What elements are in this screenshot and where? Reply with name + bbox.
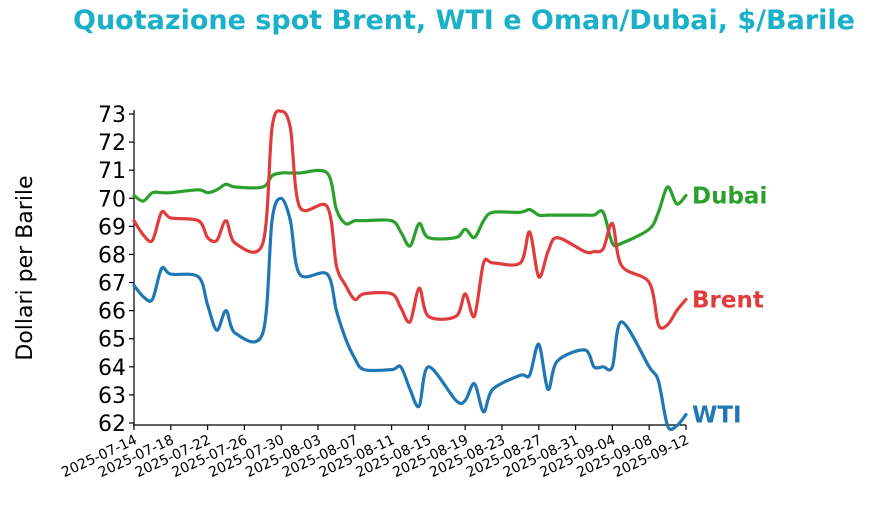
series-label-dubai: Dubai — [692, 183, 767, 209]
y-tick-label: 66 — [98, 300, 126, 325]
x-axis: 2025-07-142025-07-182025-07-222025-07-26… — [59, 424, 692, 481]
series-label-brent: Brent — [692, 287, 764, 313]
series-labels: Dubai Brent WTI — [692, 183, 767, 428]
series-line-brent — [132, 109, 688, 330]
y-axis: 62 63 64 65 66 67 68 69 70 71 72 73 — [98, 103, 135, 437]
y-tick-label: 63 — [98, 384, 126, 409]
series-layer — [132, 109, 688, 432]
y-tick-label: 72 — [98, 131, 126, 156]
y-tick-label: 73 — [98, 103, 126, 128]
y-tick-label: 67 — [98, 272, 126, 297]
series-label-wti: WTI — [692, 403, 742, 429]
y-tick-label: 70 — [98, 187, 126, 212]
chart-title: Quotazione spot Brent, WTI e Oman/Dubai,… — [73, 5, 855, 36]
y-tick-label: 69 — [98, 215, 126, 240]
y-tick-label: 64 — [98, 356, 126, 381]
y-tick-label: 62 — [98, 412, 126, 437]
y-tick-label: 71 — [98, 159, 126, 184]
y-tick-label: 65 — [98, 328, 126, 353]
series-line-wti — [132, 196, 688, 432]
y-axis-label: Dollari per Barile — [13, 175, 38, 360]
y-tick-label: 68 — [98, 243, 126, 268]
series-line-dubai — [132, 168, 688, 248]
